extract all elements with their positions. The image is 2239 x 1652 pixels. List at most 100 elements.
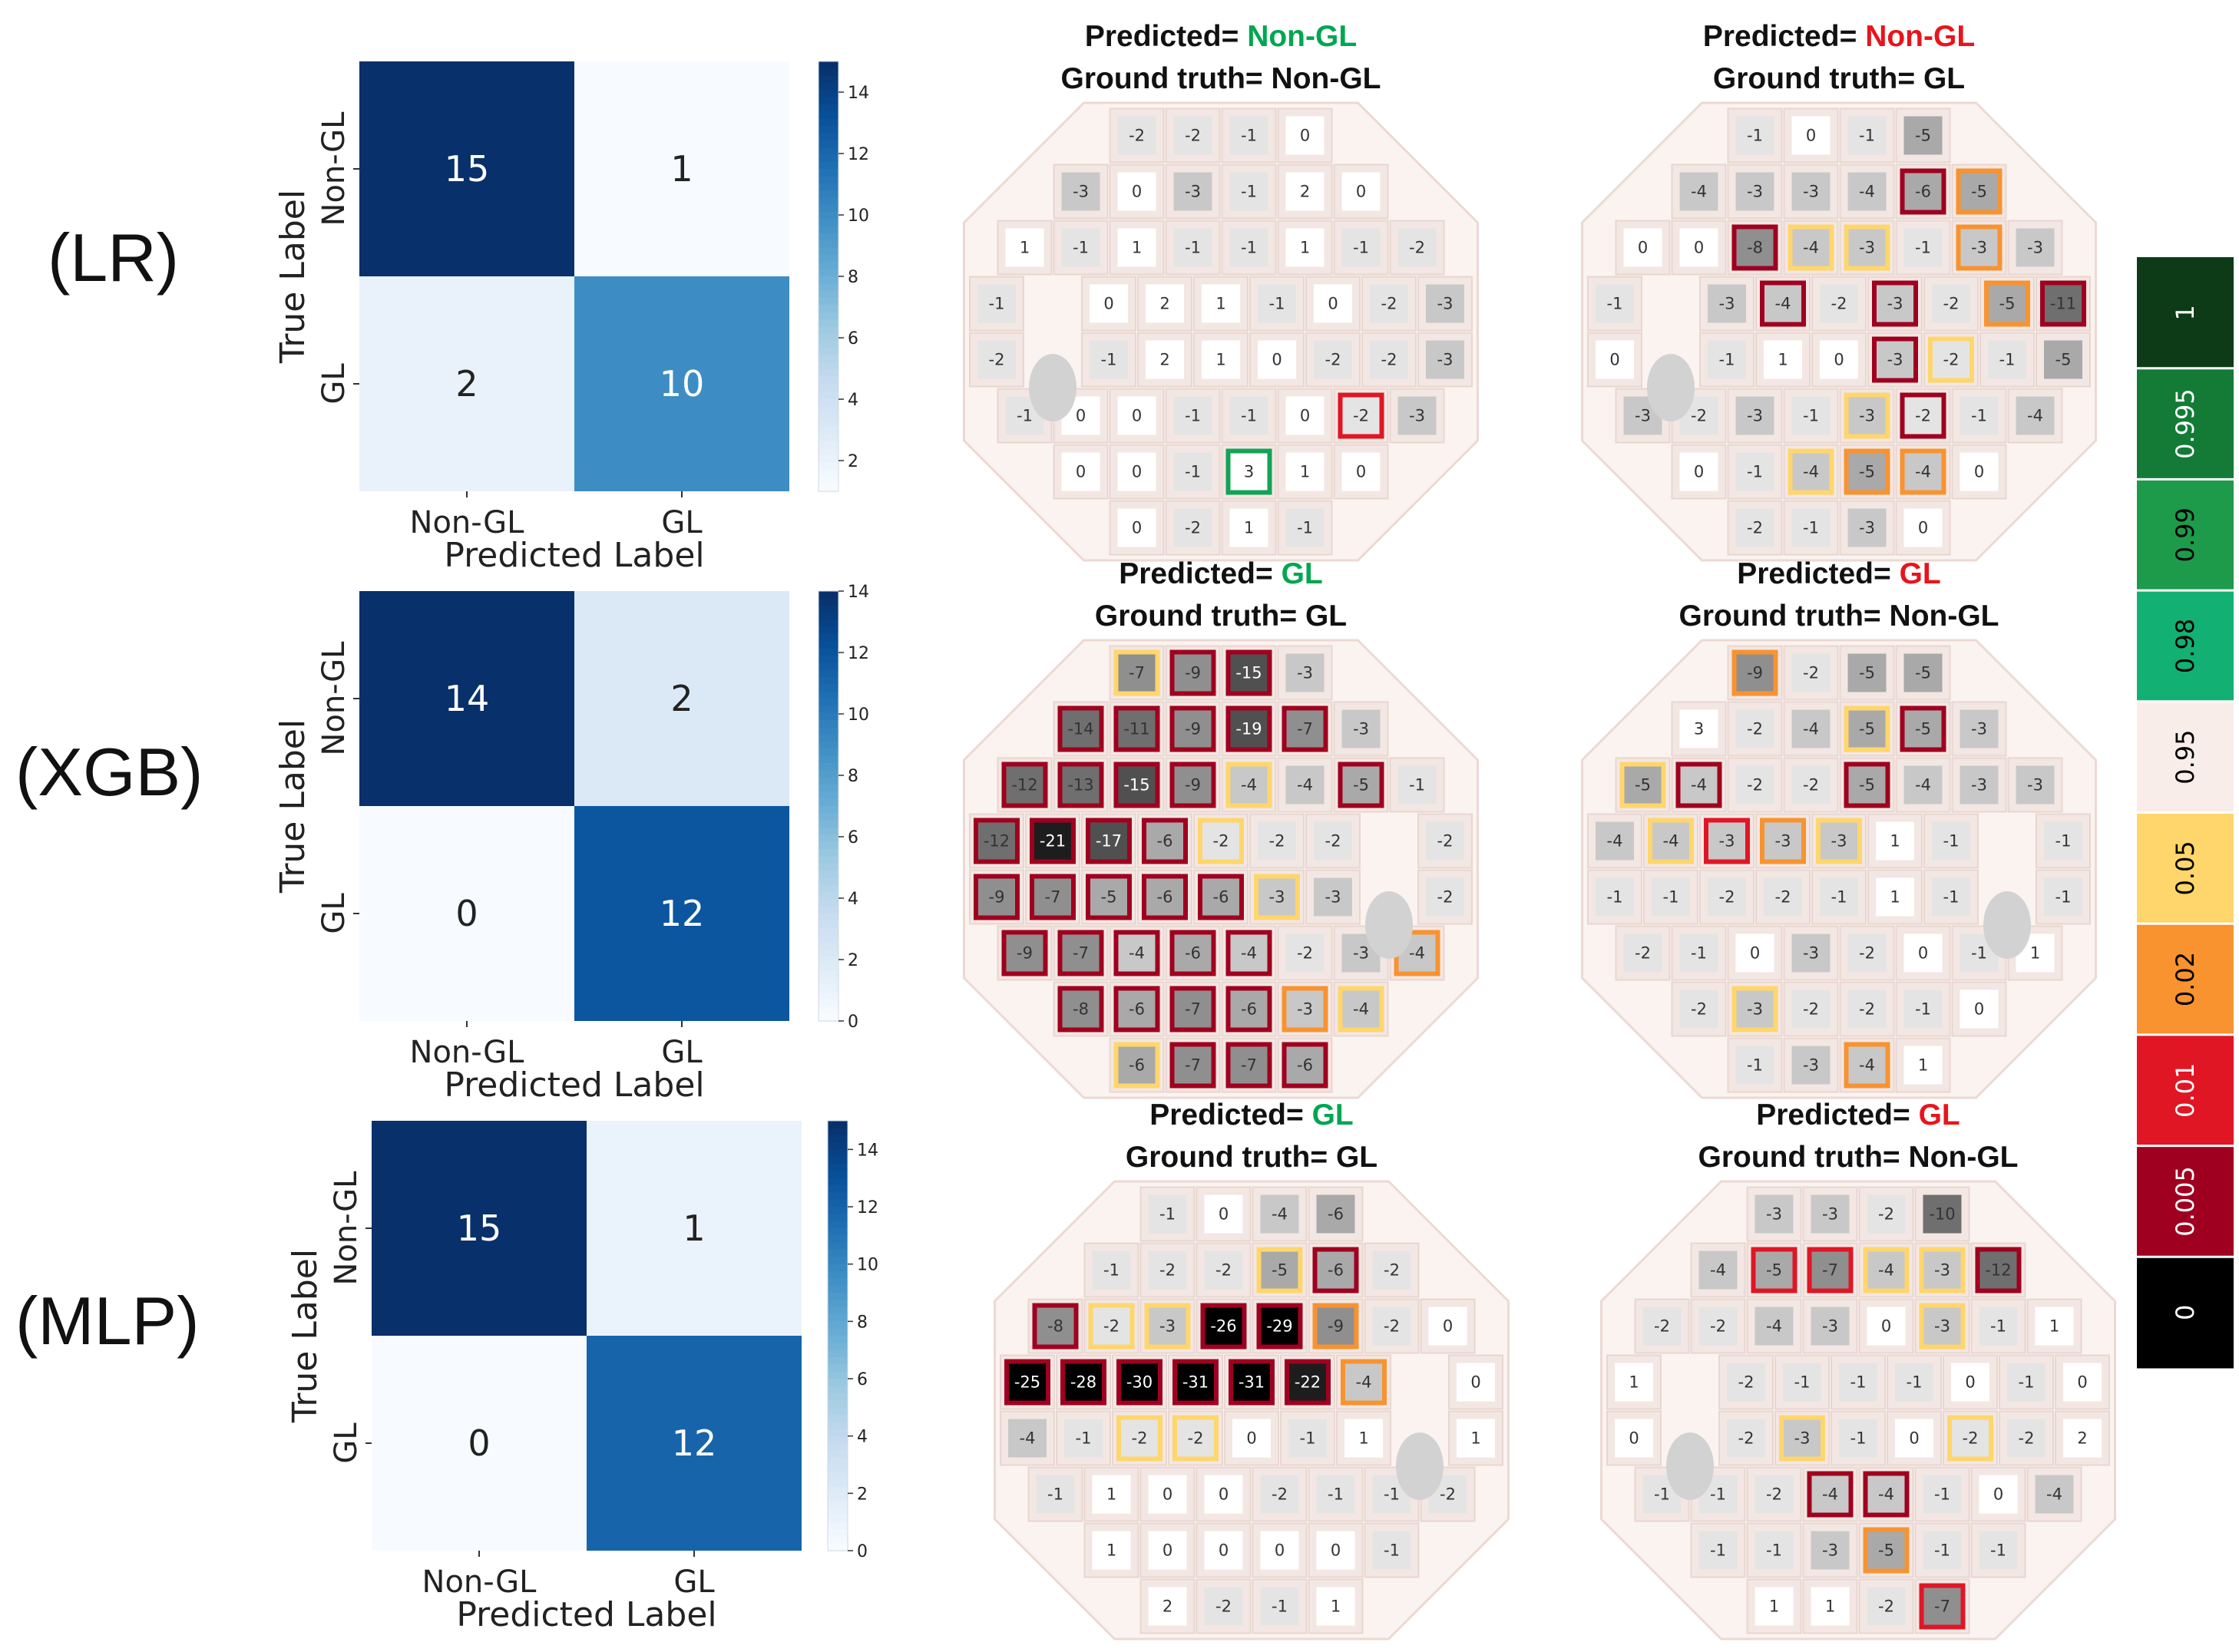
- vf-cell-box: [1285, 396, 1325, 435]
- vf-cell: -3: [1774, 1410, 1830, 1466]
- vf-cell-box: [1923, 1475, 1962, 1514]
- vf-cell: 1: [1755, 332, 1811, 388]
- cm-colorbar-step: [828, 1178, 848, 1186]
- vf-cell-value: -5: [1859, 463, 1875, 481]
- cm-colorbar-step: [819, 978, 838, 986]
- cm-colorbar-step: [828, 1543, 848, 1551]
- vf-cell-box: [1731, 986, 1778, 1032]
- vf-cell: 1: [2026, 1298, 2082, 1354]
- vf-cell-value: -4: [1663, 832, 1679, 851]
- vf-cell: -2: [1690, 1298, 1746, 1354]
- cm-colorbar-step: [828, 1300, 848, 1308]
- vf-cell-box: [1232, 1419, 1271, 1458]
- vf-cell-box: [1844, 1042, 1890, 1089]
- cm-cell-value: 15: [457, 1208, 502, 1249]
- vf-cell-value: 0: [1219, 1485, 1229, 1504]
- vf-cell: -4: [1802, 1466, 1858, 1522]
- vf-cell: -1: [1951, 388, 2007, 444]
- vf-cell-value: 1: [1629, 1373, 1639, 1392]
- vf-predicted-prefix: Predicted=: [1149, 1099, 1311, 1132]
- vf-cell: -11: [2036, 276, 2091, 332]
- vf-cell-box: [1256, 1303, 1303, 1350]
- vf-cell-value: -2: [1297, 944, 1313, 963]
- vf-cell-box: [1258, 284, 1296, 323]
- cm-colorbar-step: [819, 906, 838, 914]
- cm-colorbar-step: [819, 841, 838, 850]
- vf-cell: -2: [1746, 1466, 1802, 1522]
- vf-cell-value: -3: [1719, 295, 1735, 313]
- vf-cell: -1: [1999, 1354, 2054, 1410]
- vf-cell-box: [2063, 1419, 2102, 1458]
- vf-cell-value: -2: [1440, 1485, 1456, 1504]
- vf-cell-box: [1760, 818, 1806, 864]
- cm-colorbar-step: [828, 1199, 848, 1208]
- vf-cell: -3: [1867, 276, 1923, 332]
- vf-cell: -1: [1979, 332, 2035, 388]
- cm-colorbar-step: [828, 1364, 848, 1373]
- vf-cell-box: [1229, 228, 1268, 267]
- cm-colorbar-step: [819, 140, 838, 148]
- vf-cell-box: [1316, 1194, 1355, 1234]
- vf-cell-value: -7: [1129, 664, 1145, 682]
- vf-cell-box: [1148, 1475, 1187, 1514]
- vf-cell-box: [1316, 1475, 1355, 1514]
- vf-cell-value: -5: [1915, 720, 1931, 738]
- vf-cell-box: [1754, 1531, 1794, 1570]
- vf-cell-value: -1: [1073, 239, 1089, 257]
- cm-colorbar-step: [819, 118, 838, 127]
- vf-cell-value: 0: [1834, 351, 1844, 369]
- vf-cell: -4: [1783, 701, 1839, 757]
- vf-cell-value: -1: [1384, 1485, 1400, 1504]
- vf-cell-value: 1: [1300, 239, 1310, 257]
- vf-cell-box: [1863, 1471, 1910, 1518]
- vf-cell-box: [1148, 1194, 1187, 1234]
- vf-cell-box: [1900, 392, 1946, 439]
- vf-cell-box: [1030, 818, 1076, 864]
- cm-colorbar-step: [828, 1156, 848, 1165]
- vf-cell: -3: [1755, 813, 1811, 869]
- vf-cell-value: -1: [1185, 407, 1201, 425]
- vf-cell: -3: [1783, 1037, 1839, 1093]
- vf-cell-value: -1: [1766, 1541, 1782, 1560]
- vf-cell: 1: [1336, 1410, 1391, 1466]
- cm-colorbar-step: [819, 727, 838, 735]
- cm-colorbar-step: [819, 147, 838, 156]
- vf-cell-value: -4: [1859, 1056, 1875, 1075]
- cm-colorbar-step: [828, 1536, 848, 1545]
- vf-cell-box: [1457, 1363, 1495, 1402]
- vf-cell-box: [1260, 1475, 1299, 1514]
- vf-cell-value: 1: [1825, 1597, 1835, 1616]
- vf-cell-value: 1: [1778, 351, 1788, 369]
- visual-field-0-0: Predicted= Non-GL Ground truth= Non-GL -2 -…: [963, 20, 1479, 562]
- vf-cell-value: -1: [1384, 1541, 1400, 1560]
- vf-cell-value: -3: [1185, 183, 1201, 201]
- vf-ground-truth: Ground truth= Non-GL: [1060, 62, 1381, 95]
- vf-cell-box: [1086, 818, 1132, 864]
- vf-cell-value: -1: [1076, 1429, 1092, 1448]
- vf-cell-box: [1198, 874, 1244, 920]
- vf-cell: -2: [1727, 757, 1783, 813]
- vf-cell-box: [1225, 930, 1272, 976]
- legend-swatch: [2137, 479, 2234, 591]
- vf-cell: 0: [1587, 332, 1642, 388]
- cm-colorbar-step: [819, 405, 838, 414]
- vf-cell-value: -5: [1101, 888, 1117, 907]
- cm-colorbar-step: [819, 877, 838, 886]
- vf-cell: -3: [1951, 701, 2007, 757]
- vf-cell-box: [1057, 705, 1104, 752]
- vf-cell-value: -1: [1269, 295, 1285, 313]
- cm-colorbar-step: [819, 1006, 838, 1015]
- vf-cell-box: [1372, 1531, 1411, 1570]
- vf-cell: -3: [1333, 701, 1389, 757]
- vf-cell-value: -22: [1295, 1373, 1321, 1392]
- cm-colorbar-step: [828, 1371, 848, 1379]
- vf-cell-box: [1847, 508, 1887, 547]
- vf-cell: -2: [1361, 276, 1417, 332]
- cm-colorbar-step: [819, 247, 838, 256]
- cm-colorbar-step: [819, 219, 838, 227]
- vf-cell-box: [2040, 280, 2086, 327]
- cm-colorbar-step: [819, 197, 838, 206]
- vf-field-outline: [963, 101, 1479, 562]
- vf-blind-spot: [1365, 891, 1413, 959]
- vf-cell: -15: [1109, 757, 1165, 813]
